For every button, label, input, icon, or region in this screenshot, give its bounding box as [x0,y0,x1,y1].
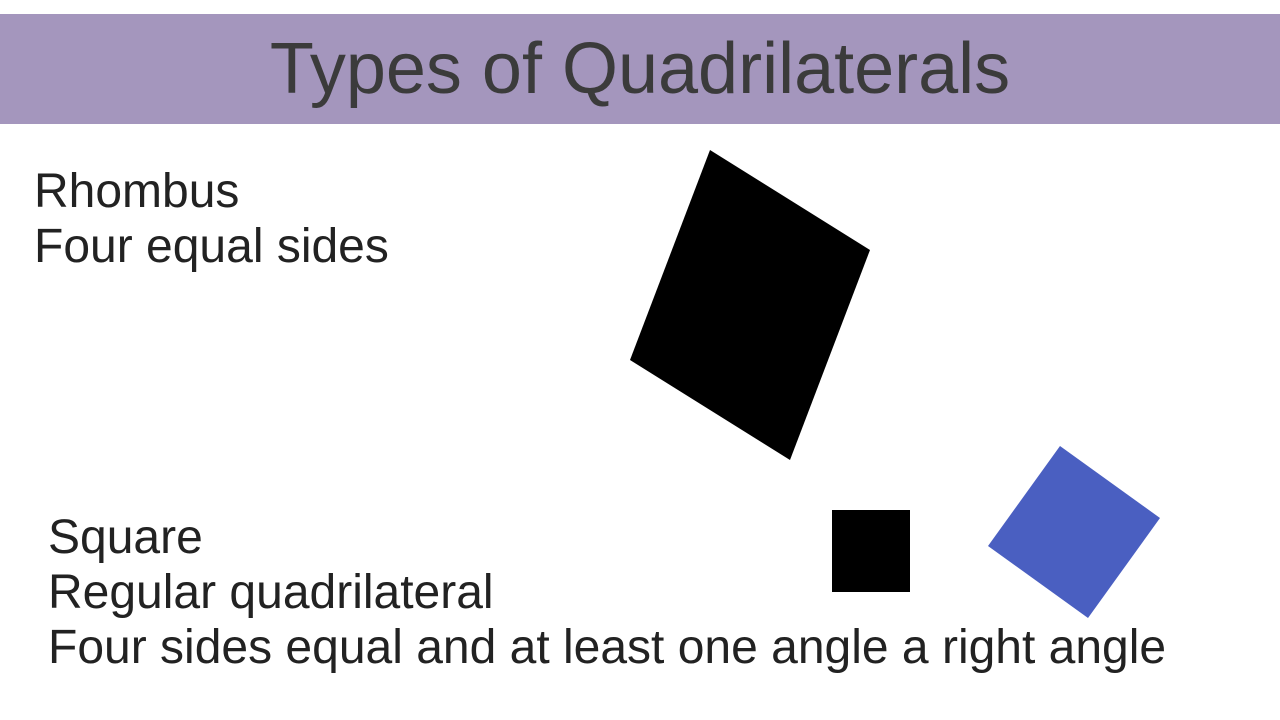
rhombus-section: Rhombus Four equal sides [34,164,389,274]
page-title: Types of Quadrilaterals [270,28,1010,110]
square-line2: Regular quadrilateral [48,565,1166,620]
square-section: Square Regular quadrilateral Four sides … [48,510,1166,676]
rhombus-heading: Rhombus [34,164,389,219]
square-heading: Square [48,510,1166,565]
rhombus-description: Four equal sides [34,219,389,274]
rhombus-shape [630,150,870,460]
square-line3: Four sides equal and at least one angle … [48,620,1166,675]
title-bar: Types of Quadrilaterals [0,14,1280,124]
